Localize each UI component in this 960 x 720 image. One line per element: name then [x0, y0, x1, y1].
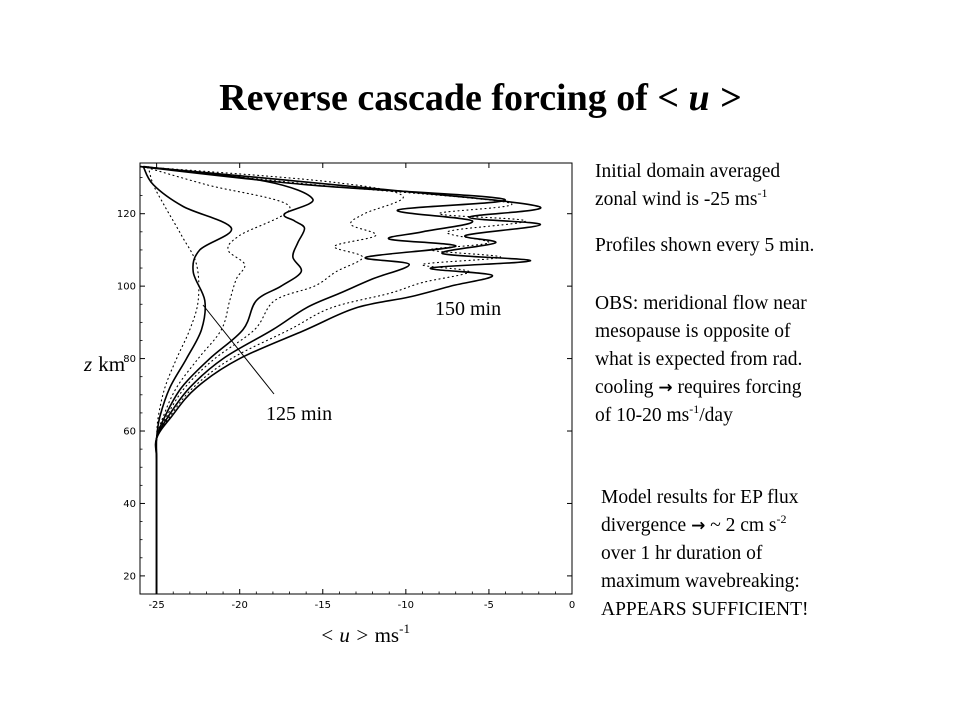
- x-axis-unit-exponent: -1: [399, 621, 410, 636]
- note-line: maximum wavebreaking:: [601, 571, 800, 592]
- note-line: of 10-20 ms-1/day: [595, 402, 807, 430]
- x-tick-label: 0: [569, 600, 575, 611]
- note-initial-wind: Initial domain averaged zonal wind is -2…: [595, 158, 780, 214]
- x-tick-label: -25: [148, 600, 164, 611]
- profile-line: [139, 166, 527, 595]
- note-line: zonal wind is -25 ms-1: [595, 186, 780, 214]
- note-line: mesopause is opposite of: [595, 321, 791, 342]
- y-tick-label: 80: [123, 354, 136, 365]
- note-line: over 1 hr duration of: [601, 543, 763, 564]
- x-axis-variable: < u >: [320, 623, 370, 647]
- y-axis-unit: km: [98, 352, 126, 376]
- profile-line: [139, 165, 542, 594]
- profile-line: [142, 166, 291, 595]
- title-text: Reverse cascade forcing of: [219, 77, 658, 119]
- y-tick-label: 100: [117, 282, 136, 293]
- y-axis-variable: z: [84, 352, 93, 376]
- note-text: zonal wind is -25 ms: [595, 189, 758, 210]
- x-tick-label: -15: [315, 600, 331, 611]
- note-text: cooling: [595, 377, 659, 398]
- profile-line: [143, 165, 314, 594]
- note-text: divergence: [601, 515, 692, 536]
- note-exponent: -2: [776, 512, 787, 526]
- note-line: APPEARS SUFFICIENT!: [601, 599, 809, 620]
- note-line: divergence → ~ 2 cm s-2: [601, 512, 809, 540]
- profile-line: [139, 166, 404, 595]
- note-line: Profiles shown every 5 min.: [595, 235, 815, 256]
- profile-line: [139, 165, 506, 594]
- arrow-right-icon: →: [691, 516, 706, 536]
- note-observations: OBS: meridional flow near mesopause is o…: [595, 290, 807, 430]
- note-model-results: Model results for EP flux divergence → ~…: [601, 484, 809, 624]
- x-axis-unit: ms: [374, 623, 400, 647]
- annotation-125-min: 125 min: [266, 403, 333, 425]
- note-text: of 10-20 ms: [595, 405, 690, 426]
- x-axis-label: < u > ms-1: [320, 621, 410, 648]
- note-line: what is expected from rad.: [595, 349, 803, 370]
- y-tick-label: 60: [123, 427, 136, 438]
- note-line: OBS: meridional flow near: [595, 293, 807, 314]
- note-profiles-interval: Profiles shown every 5 min.: [595, 232, 814, 260]
- y-axis-label: z km: [84, 352, 125, 377]
- note-exponent: -1: [757, 186, 768, 200]
- note-text: /day: [699, 405, 733, 426]
- x-tick-label: -10: [398, 600, 414, 611]
- annotation-leader-line: [202, 304, 275, 395]
- note-line: Initial domain averaged: [595, 161, 781, 182]
- title-variable: < u >: [657, 77, 741, 119]
- arrow-right-icon: →: [658, 378, 673, 398]
- note-exponent: -1: [689, 402, 700, 416]
- note-text: ~ 2 cm s: [705, 515, 777, 536]
- note-text: requires forcing: [672, 377, 802, 398]
- slide-title: Reverse cascade forcing of < u >: [0, 76, 960, 120]
- y-tick-label: 120: [117, 209, 136, 220]
- note-line: Model results for EP flux: [601, 487, 799, 508]
- annotation-150-min: 150 min: [435, 298, 502, 320]
- y-tick-label: 40: [123, 499, 136, 510]
- x-tick-label: -20: [232, 600, 248, 611]
- note-line: cooling → requires forcing: [595, 374, 807, 402]
- y-tick-label: 20: [123, 571, 136, 582]
- x-tick-label: -5: [484, 600, 494, 611]
